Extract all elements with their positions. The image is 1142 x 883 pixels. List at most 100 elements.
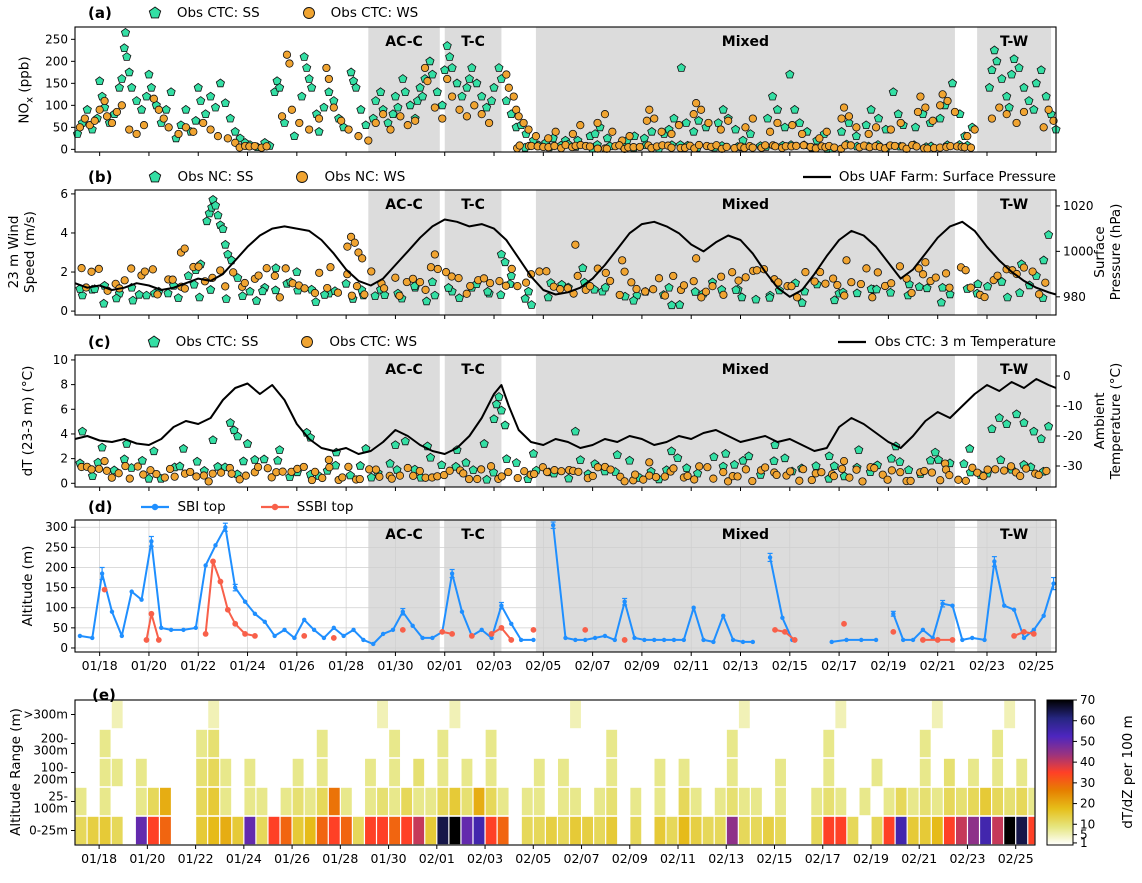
y-tick-right-label: 980 (1063, 290, 1086, 304)
scatter-point (520, 467, 529, 476)
heatmap-cell (883, 816, 895, 845)
scatter-point (991, 465, 1000, 474)
heatmap-cell (738, 700, 750, 729)
scatter-point (550, 141, 559, 151)
scatter-point (752, 266, 761, 275)
scatter-point (77, 264, 86, 273)
scatter-point (380, 284, 389, 293)
scatter-point (945, 471, 954, 480)
scatter-point (376, 87, 386, 96)
scatter-point (361, 120, 371, 129)
heatmap-cell (582, 816, 593, 845)
line-marker (459, 609, 465, 614)
glyph-shape (148, 6, 162, 19)
scatter-point (403, 463, 412, 473)
line-marker (681, 637, 687, 643)
scatter-point (927, 468, 937, 477)
scatter-point (995, 103, 1004, 112)
ylabel-line: Temperature (°C) (1108, 362, 1124, 480)
line-marker (1021, 628, 1027, 635)
pentagon-glyph-icon (148, 6, 162, 19)
heatmap-cell (365, 816, 376, 845)
scatter-point (965, 444, 975, 453)
heatmap-cell (738, 787, 750, 816)
colorbar-tick-label: 70 (1080, 693, 1095, 707)
scatter-point (119, 454, 129, 464)
scatter-point (371, 465, 381, 474)
heatmap-cell (533, 758, 545, 787)
scatter-point (641, 287, 650, 296)
heatmap-cell (1016, 816, 1028, 845)
scatter-point (305, 125, 314, 134)
scatter-point (845, 473, 854, 482)
line-marker (210, 558, 216, 565)
glyph-shape (149, 170, 162, 183)
scatter-point (946, 142, 955, 151)
scatter-point (297, 91, 307, 101)
scatter-point (494, 392, 504, 401)
shaded-region-mixed (535, 190, 955, 315)
scatter-point (194, 262, 203, 271)
scatter-point (1039, 123, 1048, 132)
scatter-point (807, 475, 816, 485)
scatter-point (418, 91, 428, 101)
line-marker (508, 637, 515, 643)
scatter-point (194, 292, 205, 302)
line-marker (890, 628, 897, 635)
scatter-point (454, 293, 464, 302)
line-marker (1041, 613, 1046, 618)
scatter-point (393, 102, 403, 112)
scatter-point (324, 455, 333, 464)
scatter-point (141, 290, 152, 300)
line-marker (509, 621, 514, 627)
heatmap-cell (365, 787, 376, 816)
scatter-point (769, 456, 779, 465)
scatter-point (425, 452, 436, 462)
region-label: AC-C (385, 527, 423, 543)
heatmap-cell (208, 787, 220, 816)
scatter-point (748, 143, 757, 152)
scatter-point (433, 264, 442, 274)
glyph-shape (271, 503, 278, 511)
scatter-point (970, 125, 979, 134)
line-marker (203, 563, 208, 568)
scatter-point (620, 267, 629, 276)
heatmap-cell (654, 816, 666, 845)
scatter-point (509, 92, 518, 101)
heatmap-cell (87, 816, 99, 845)
heatmap-cell (196, 758, 208, 787)
x-tick-label: 02/19 (870, 658, 906, 673)
scatter-point (973, 279, 983, 288)
scatter-point (601, 268, 610, 277)
scatter-point (731, 285, 741, 294)
scatter-point (667, 129, 676, 139)
scatter-point (719, 290, 728, 299)
scatter-point (1041, 91, 1051, 101)
line-marker (950, 603, 955, 608)
legend-label: Obs CTC: 3 m Temperature (874, 334, 1056, 350)
scatter-point (275, 293, 284, 302)
scatter-point (528, 448, 538, 458)
scatter-point (821, 279, 830, 288)
panel-b-right-ylabel: Surface Pressure (hPa) (1092, 204, 1124, 301)
scatter-point (602, 144, 611, 153)
y-tick-right-label: 1000 (1063, 244, 1094, 258)
scatter-point (146, 82, 156, 92)
scatter-point (462, 289, 471, 298)
x-tick-label: 02/15 (756, 851, 792, 866)
heatmap-cell (208, 816, 220, 845)
line-marker (1011, 633, 1017, 639)
scatter-point (504, 83, 513, 92)
y-tick-label: 10 (53, 353, 68, 367)
heatmap-cell (630, 787, 642, 816)
scatter-point (1041, 278, 1050, 287)
scatter-point (427, 277, 437, 286)
scatter-point (771, 142, 780, 151)
scatter-point (87, 267, 96, 276)
heatmap-cell (558, 816, 569, 845)
scatter-point (523, 286, 534, 296)
scatter-point (992, 56, 1002, 66)
scatter-point (355, 461, 365, 470)
scatter-point (491, 399, 502, 409)
scatter-point (795, 118, 805, 127)
